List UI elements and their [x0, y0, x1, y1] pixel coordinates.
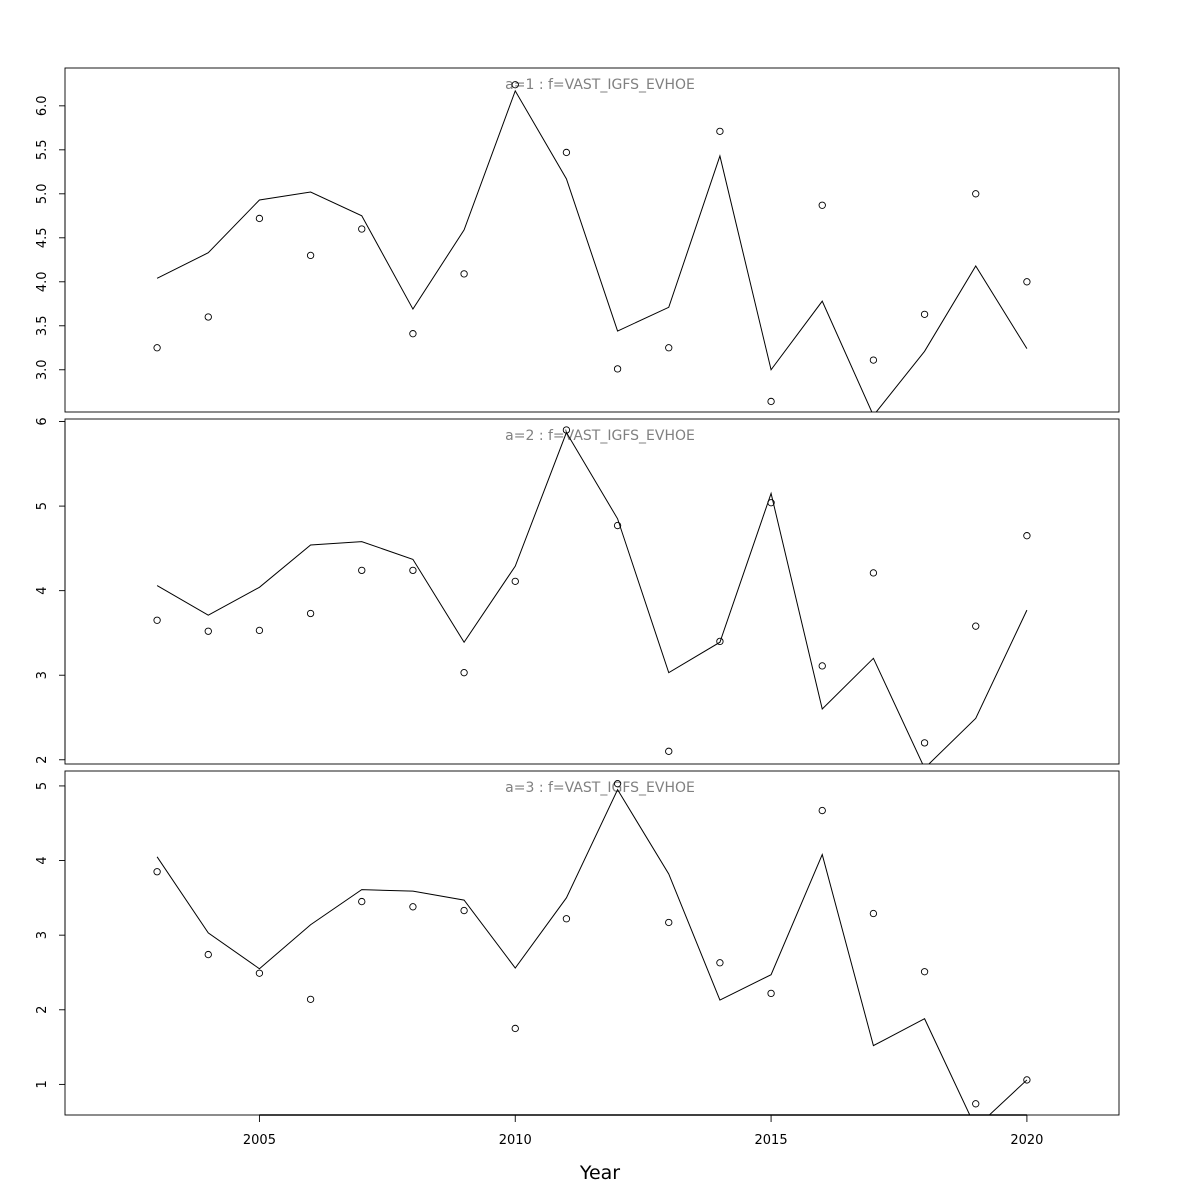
observed-point	[204, 313, 212, 321]
y-tick-label: 2	[35, 756, 50, 764]
panel-title: a=2 : f=VAST_IGFS_EVHOE	[505, 428, 695, 444]
observed-point	[920, 968, 929, 976]
y-tick-label: 5.0	[35, 183, 50, 204]
observed-point	[972, 190, 980, 198]
observed-point	[306, 609, 315, 618]
observed-point	[716, 637, 724, 646]
observed-point	[972, 622, 980, 630]
observed-point	[153, 344, 161, 352]
observed-point	[460, 270, 468, 278]
x-tick-label: 2015	[755, 1133, 788, 1148]
observed-point	[869, 569, 878, 577]
observed-point	[409, 566, 417, 575]
observed-point	[562, 915, 571, 923]
x-tick-label: 2005	[243, 1133, 276, 1148]
observed-point	[1023, 1076, 1031, 1084]
observed-point	[818, 662, 826, 670]
y-tick-label: 3	[35, 671, 50, 679]
y-tick-label: 1	[35, 1080, 50, 1088]
y-tick-label: 3	[35, 931, 50, 939]
observed-point	[153, 868, 161, 876]
panel-3: 1 2 3 4 5 a=3 : f=VAST_IGFS_EVHOE	[35, 770, 1120, 1116]
observed-point	[767, 989, 775, 998]
x-tick-label: 2010	[499, 1133, 532, 1148]
observed-point	[409, 330, 417, 338]
observed-point	[1023, 278, 1031, 286]
y-tick-label: 4.5	[35, 227, 50, 248]
observed-point	[562, 426, 571, 434]
y-tick-label: 6	[35, 417, 50, 425]
observed-point	[306, 995, 315, 1003]
y-tick-label: 6.0	[35, 95, 50, 116]
y-tick-label: 3.5	[35, 315, 50, 336]
x-axis: 2005 2010 2015 2020	[243, 1114, 1043, 1148]
observed-point	[869, 356, 878, 364]
panel-title: a=1 : f=VAST_IGFS_EVHOE	[505, 77, 695, 93]
observed-point	[665, 747, 673, 755]
panel-1: 3.0 3.5 4.0 4.5 5.0 5.5 6.0 a=1 : f=VAST_IGFS_E…	[35, 67, 1120, 413]
observed-point	[613, 780, 622, 788]
observed-point	[767, 499, 775, 507]
panel-2: 2 3 4 5 6 a=2 : f=VAST_IGFS_EVHOE	[35, 417, 1120, 765]
x-axis-label: Year	[579, 1162, 620, 1184]
observed-point	[613, 521, 622, 530]
plot-frame	[64, 418, 1120, 765]
observed-point	[665, 344, 673, 352]
fitted-line	[156, 788, 1028, 1115]
fitted-line	[156, 431, 1028, 764]
observed-point	[255, 214, 264, 223]
observed-point	[511, 577, 519, 586]
observed-point	[920, 310, 929, 318]
observed-point	[818, 806, 826, 815]
observed-point	[818, 201, 826, 209]
observed-point	[358, 225, 366, 233]
x-tick-label: 2020	[1010, 1133, 1043, 1148]
y-tick-label: 5	[35, 782, 50, 790]
y-tick-label: 5	[35, 502, 50, 510]
observed-point	[358, 897, 366, 906]
observed-point	[1023, 532, 1031, 540]
observed-point	[869, 909, 878, 918]
observed-point	[716, 127, 724, 135]
fitted-line	[156, 89, 1028, 412]
observed-point	[204, 627, 212, 635]
observed-point	[255, 626, 264, 635]
observed-point	[153, 616, 161, 624]
observed-point	[920, 739, 929, 747]
y-tick-label: 2	[35, 1006, 50, 1014]
y-tick-label: 4.0	[35, 271, 50, 292]
series-group	[153, 81, 1031, 412]
observed-point	[511, 1024, 519, 1033]
y-tick-label: 5.5	[35, 139, 50, 160]
observed-point	[460, 906, 468, 915]
observed-point	[716, 959, 724, 967]
plot-frame	[64, 67, 1120, 413]
observed-point	[306, 251, 315, 260]
y-tick-label: 4	[35, 856, 50, 864]
panel-title: a=3 : f=VAST_IGFS_EVHOE	[505, 780, 695, 796]
observed-point	[204, 950, 212, 959]
observed-point	[460, 669, 468, 677]
observed-point	[972, 1100, 980, 1108]
series-group	[153, 780, 1031, 1115]
y-tick-label: 3.0	[35, 359, 50, 380]
observed-point	[613, 365, 622, 373]
observed-point	[767, 397, 775, 406]
observed-point	[255, 969, 264, 977]
observed-point	[409, 903, 417, 911]
observed-point	[562, 148, 571, 157]
observed-point	[358, 566, 366, 575]
series-group	[153, 426, 1031, 764]
panels: 3.0 3.5 4.0 4.5 5.0 5.5 6.0 a=1 : f=VAST_IGFS_E…	[35, 67, 1120, 1116]
observed-point	[511, 81, 519, 89]
y-tick-label: 4	[35, 587, 50, 595]
observed-point	[665, 918, 673, 927]
